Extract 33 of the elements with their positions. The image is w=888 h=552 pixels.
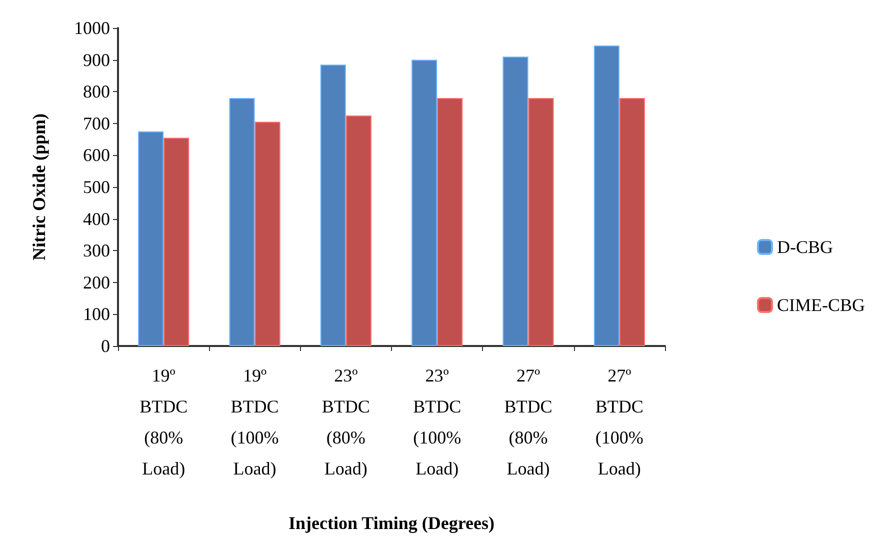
legend-label: CIME-CBG xyxy=(776,295,866,315)
y-tick-label: 600 xyxy=(83,145,110,166)
y-tick-label: 500 xyxy=(83,177,110,197)
y-tick-label: 100 xyxy=(83,304,110,324)
x-tick-label: 27º BTDC (100% Load) xyxy=(595,366,644,478)
bar xyxy=(138,131,164,346)
x-tick-label: 19º BTDC (80% Load) xyxy=(140,366,188,478)
x-tick-label: 19º BTDC (100% Load) xyxy=(230,366,279,478)
y-axis-title: Nitric Oxide (ppm) xyxy=(29,114,49,260)
bar xyxy=(528,98,554,346)
bar xyxy=(412,60,438,346)
legend-label: D-CBG xyxy=(776,237,834,257)
y-tick-label: 800 xyxy=(83,82,110,102)
x-tick-label: 23º BTDC (80% Load) xyxy=(322,366,370,478)
x-tick-label: 27º BTDC (80% Load) xyxy=(504,366,552,478)
bar xyxy=(502,56,528,346)
y-tick-label: 400 xyxy=(83,208,110,229)
y-tick-label: 0 xyxy=(101,336,110,356)
x-tick-label: 23º BTDC (100% Load) xyxy=(413,366,462,478)
bar xyxy=(437,98,463,346)
bar xyxy=(320,64,346,346)
y-tick-label: 300 xyxy=(83,240,110,261)
bar xyxy=(619,98,645,346)
x-axis-title: Injection Timing (Degrees) xyxy=(288,513,494,533)
bar xyxy=(254,122,280,346)
bar xyxy=(346,115,372,346)
bar xyxy=(229,98,255,346)
y-tick-label: 900 xyxy=(83,50,110,70)
bar xyxy=(594,45,620,346)
bar xyxy=(164,138,190,346)
y-tick-label: 1000 xyxy=(74,18,110,38)
y-tick-label: 700 xyxy=(83,113,110,134)
y-tick-label: 200 xyxy=(83,272,110,292)
